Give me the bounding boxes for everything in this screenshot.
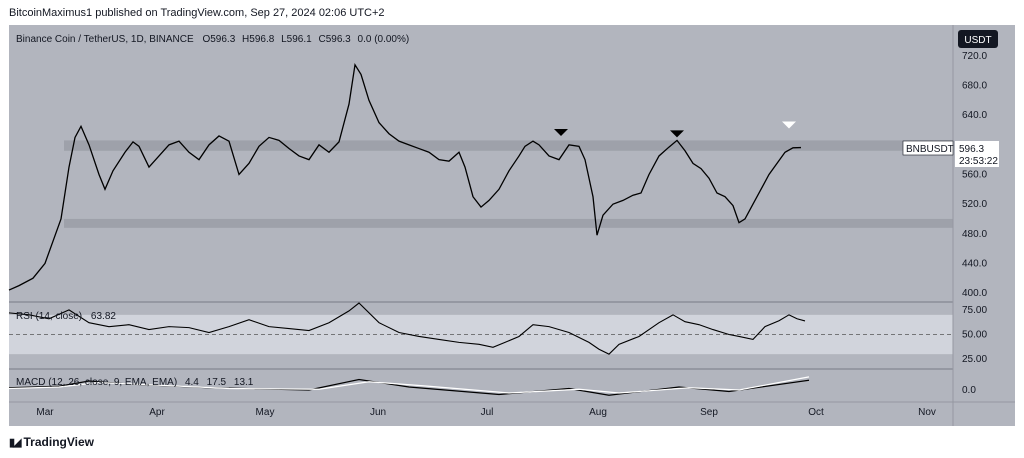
x-tick-4: Jul xyxy=(481,407,494,418)
legend-close-label: C xyxy=(318,34,325,45)
x-tick-1: Apr xyxy=(149,407,165,418)
rsi-tick-2: 25.00 xyxy=(962,354,987,365)
legend-change: 0.0 (0.00%) xyxy=(358,34,410,45)
footer-brand: TradingView xyxy=(23,435,94,449)
rsi-legend-name: RSI (14, close) xyxy=(16,311,82,322)
macd-tick-0: 0.0 xyxy=(962,385,976,396)
x-tick-3: Jun xyxy=(370,407,386,418)
price-badge: 596.3 xyxy=(959,144,984,155)
price-tick-0: 720.0 xyxy=(962,51,987,62)
legend-close: 596.3 xyxy=(326,34,351,45)
rsi-line xyxy=(8,302,806,355)
legend-high: 596.8 xyxy=(249,34,274,45)
legend-high-label: H xyxy=(242,34,249,45)
horizontal-zones xyxy=(64,140,953,228)
x-tick-5: Aug xyxy=(589,407,607,418)
rsi-series xyxy=(8,302,806,355)
pattern-markers xyxy=(554,121,796,138)
marker-triangle-1 xyxy=(670,130,684,138)
marker-triangle-0 xyxy=(554,128,568,136)
svg-text:MACD (12, 26, close, 9, EMA, E: MACD (12, 26, close, 9, EMA, EMA) 4.4 17… xyxy=(16,377,254,388)
legend-pair: Binance Coin / TetherUS, 1D, BINANCE xyxy=(16,34,194,45)
legend-low-label: L xyxy=(281,34,287,45)
macd-legend-v2: 17.5 xyxy=(207,377,227,388)
price-tick-7: 440.0 xyxy=(962,258,987,269)
x-tick-2: May xyxy=(256,407,275,418)
rsi-tick-0: 75.00 xyxy=(962,305,987,316)
price-tick-6: 480.0 xyxy=(962,229,987,240)
marker-triangle-2 xyxy=(782,121,796,129)
x-tick-7: Oct xyxy=(808,407,824,418)
price-tick-5: 520.0 xyxy=(962,199,987,210)
price-line xyxy=(8,62,802,291)
rsi-legend-value: 63.82 xyxy=(91,311,116,322)
legend-low: 596.1 xyxy=(287,34,312,45)
price-tick-2: 640.0 xyxy=(962,110,987,121)
macd-line-1 xyxy=(8,376,810,394)
macd-legend-v1: 4.4 xyxy=(185,377,199,388)
price-tick-1: 680.0 xyxy=(962,81,987,92)
tradingview-footer: ▮◢ TradingView xyxy=(9,435,94,449)
x-tick-labels: Mar Apr May Jun Jul Aug Sep Oct Nov xyxy=(36,407,936,418)
macd-legend-v3: 13.1 xyxy=(234,377,254,388)
svg-text:RSI (14, close) 63.82: RSI (14, close) 63.82 xyxy=(16,311,116,322)
macd-series xyxy=(8,376,810,396)
price-tick-4: 560.0 xyxy=(962,169,987,180)
x-tick-6: Sep xyxy=(700,407,718,418)
price-series xyxy=(8,62,802,291)
currency-badge-bg[interactable] xyxy=(958,30,998,48)
zone-1 xyxy=(64,218,953,228)
y-tick-labels: 720.0680.0640.0600.0560.0520.0480.0440.0… xyxy=(962,51,987,396)
svg-text:Binance Coin / TetherUS, 1D, B: Binance Coin / TetherUS, 1D, BINANCE O59… xyxy=(16,34,409,45)
currency-badge[interactable]: USDT xyxy=(964,35,991,46)
symbol-badge: BNBUSDT xyxy=(906,144,954,155)
macd-legend-name: MACD (12, 26, close, 9, EMA, EMA) xyxy=(16,377,177,388)
rsi-tick-1: 50.00 xyxy=(962,330,987,341)
tradingview-logo-icon: ▮◢ xyxy=(9,436,21,449)
symbol-badge-bg xyxy=(902,140,954,156)
legend-open: 596.3 xyxy=(210,34,235,45)
price-badge-bg xyxy=(955,141,999,167)
legend-open-label: O xyxy=(202,34,210,45)
x-tick-8: Nov xyxy=(918,407,936,418)
countdown-badge: 23:53:22 xyxy=(959,156,998,167)
price-tick-8: 400.0 xyxy=(962,288,987,299)
zone-0 xyxy=(64,140,953,151)
publisher-header: BitcoinMaximus1 published on TradingView… xyxy=(9,7,385,19)
x-tick-0: Mar xyxy=(36,407,54,418)
